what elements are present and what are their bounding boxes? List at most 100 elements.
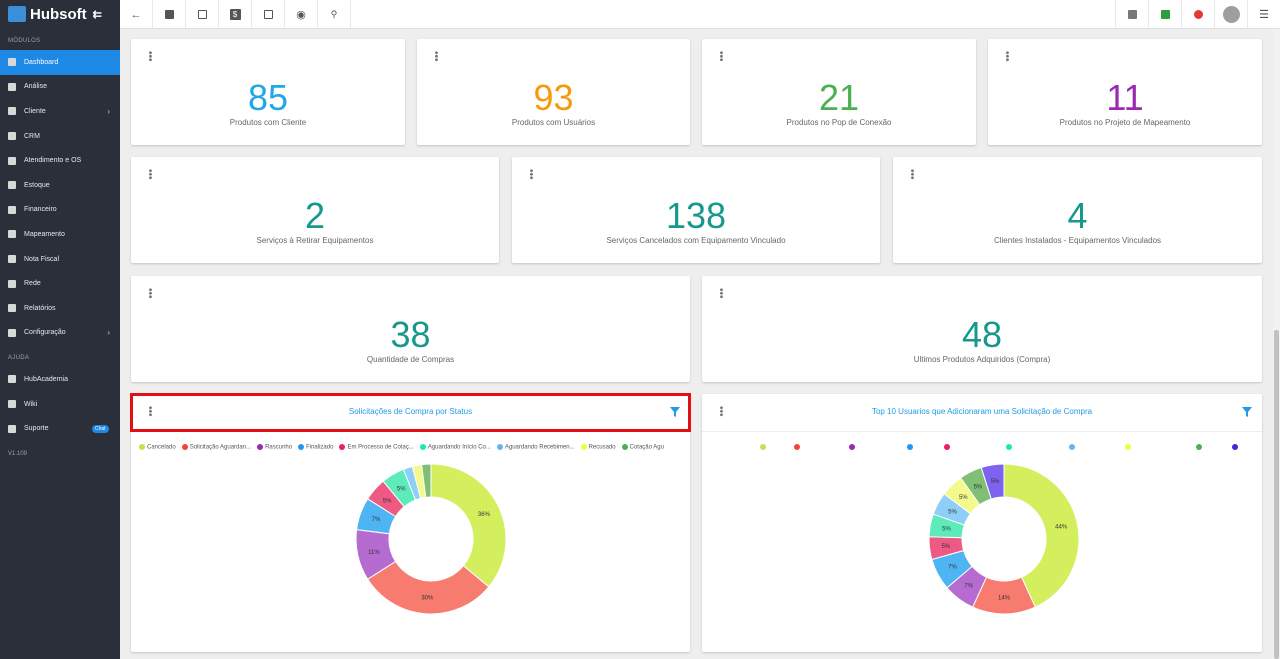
legend-label: Cancelado bbox=[147, 444, 176, 451]
donut-slice[interactable] bbox=[421, 463, 432, 498]
legend-item[interactable]: Em Processo de Cotaç... bbox=[339, 444, 414, 451]
sidebar-help-item[interactable]: Wiki bbox=[0, 392, 120, 417]
legend-dot[interactable] bbox=[794, 444, 800, 450]
legend-item[interactable]: Recusado bbox=[580, 444, 616, 451]
legend-label: Rascunho bbox=[265, 444, 293, 451]
legend-dot[interactable] bbox=[944, 444, 950, 450]
alarm-icon[interactable] bbox=[1181, 0, 1214, 29]
back-arrow-icon[interactable]: ← bbox=[120, 0, 153, 29]
card-menu-icon[interactable]: ••• bbox=[430, 51, 441, 62]
sidebar-help-item[interactable]: HubAcademia bbox=[0, 367, 120, 392]
sidebar-item-label: Rede bbox=[24, 280, 41, 288]
pdf-icon[interactable] bbox=[1115, 0, 1148, 29]
legend-item[interactable]: Cotação Agu bbox=[621, 444, 664, 451]
card-menu-icon[interactable]: ••• bbox=[715, 288, 726, 299]
slice-label: 5% bbox=[948, 509, 957, 515]
legend-item[interactable]: Solicitação Aguardan... bbox=[181, 444, 251, 451]
legend-dot[interactable] bbox=[760, 444, 766, 450]
donut-slice[interactable] bbox=[366, 560, 490, 615]
legend-dot bbox=[419, 444, 426, 450]
legend-item[interactable]: Aguardando Recebimen... bbox=[496, 444, 575, 451]
legend-label: Recusado bbox=[588, 444, 616, 451]
sidebar-item[interactable]: Configuração › bbox=[0, 321, 120, 346]
section-label-modules: MÓDULOS bbox=[8, 38, 41, 44]
legend-dot[interactable] bbox=[1069, 444, 1075, 450]
legend-dot[interactable] bbox=[907, 444, 913, 450]
legend-dot bbox=[339, 444, 346, 450]
terminal-icon[interactable] bbox=[252, 0, 285, 29]
sidebar-item-label: Dashboard bbox=[24, 58, 59, 66]
sidebar-item[interactable]: Nota Fiscal bbox=[0, 247, 120, 272]
sidebar-item[interactable]: CRM bbox=[0, 124, 120, 149]
card-menu-icon[interactable]: ••• bbox=[144, 169, 155, 180]
filter-icon[interactable] bbox=[670, 407, 680, 417]
menu-icon bbox=[8, 107, 16, 116]
donut-slice[interactable] bbox=[1003, 463, 1080, 608]
donut-slice[interactable] bbox=[430, 463, 507, 588]
legend-dot[interactable] bbox=[1232, 444, 1238, 450]
legend-dot[interactable] bbox=[1125, 444, 1131, 450]
sidebar-item[interactable]: Dashboard bbox=[0, 50, 120, 75]
card-menu-icon[interactable]: ••• bbox=[525, 169, 536, 180]
slice-label: 5% bbox=[991, 479, 1000, 485]
menu-icon bbox=[8, 400, 16, 409]
eye-icon[interactable]: ◉ bbox=[285, 0, 318, 29]
donut-slice[interactable] bbox=[980, 463, 1005, 500]
legend-dot[interactable] bbox=[1006, 444, 1012, 450]
card-menu-icon[interactable]: ••• bbox=[144, 406, 155, 417]
menu-icon bbox=[8, 181, 16, 190]
chart-legend: Cancelado Solicitação Aguardan... Rascunho… bbox=[139, 444, 682, 451]
legend-label: Finalizado bbox=[306, 444, 334, 451]
legend-item[interactable]: Finalizado bbox=[298, 444, 333, 451]
stat-card-clientes-instalados: ••• 4 Clientes Instalados - Equipamentos… bbox=[893, 157, 1262, 263]
sidebar-item[interactable]: Análise bbox=[0, 75, 120, 100]
stat-card-quantidade-compras: ••• 38 Quantidade de Compras bbox=[131, 276, 690, 382]
legend-item[interactable]: Aguardando Início Co... bbox=[419, 444, 491, 451]
stat-value: 21 bbox=[818, 77, 860, 118]
sidebar-item[interactable]: Financeiro bbox=[0, 198, 120, 223]
search-icon[interactable]: ⚲ bbox=[318, 0, 351, 29]
slice-label: 5% bbox=[942, 526, 951, 532]
panel-header: ••• Top 10 Usuarios que Adicionaram uma … bbox=[702, 394, 1262, 432]
card-menu-icon[interactable]: ••• bbox=[144, 51, 155, 62]
check-chat-icon[interactable] bbox=[1148, 0, 1181, 29]
card-menu-icon[interactable]: ••• bbox=[715, 406, 726, 417]
legend-dot bbox=[298, 444, 305, 450]
card-menu-icon[interactable]: ••• bbox=[1001, 51, 1012, 62]
card-menu-icon[interactable]: ••• bbox=[715, 51, 726, 62]
card-menu-icon[interactable]: ••• bbox=[144, 288, 155, 299]
panel-header: ••• Solicitações de Compra por Status bbox=[131, 394, 690, 432]
sidebar-item[interactable]: Estoque bbox=[0, 173, 120, 198]
card-menu-icon[interactable]: ••• bbox=[906, 169, 917, 180]
stat-label: Produtos no Projeto de Mapeamento bbox=[1059, 118, 1191, 127]
sidebar-item[interactable]: Mapeamento bbox=[0, 222, 120, 247]
list-menu-icon[interactable]: ☰ bbox=[1247, 0, 1280, 29]
dollar-icon[interactable]: $ bbox=[219, 0, 252, 29]
contact-card-icon[interactable] bbox=[153, 0, 186, 29]
slice-label: 30% bbox=[421, 595, 434, 601]
user-avatar[interactable] bbox=[1214, 0, 1247, 29]
sidebar-item-label: Mapeamento bbox=[24, 230, 65, 238]
legend-item[interactable]: Rascunho bbox=[257, 444, 292, 451]
filter-icon[interactable] bbox=[1242, 407, 1252, 417]
stat-card-servicos-retirar: ••• 2 Serviços à Retirar Equipamentos bbox=[131, 157, 499, 263]
sidebar-help-item[interactable]: Suporte Chat bbox=[0, 416, 120, 441]
calendar-icon[interactable] bbox=[186, 0, 219, 29]
sidebar-item[interactable]: Atendimento e OS bbox=[0, 148, 120, 173]
stat-value: 11 bbox=[1106, 77, 1144, 118]
chat-badge: Chat bbox=[92, 424, 109, 433]
donut-chart-status: 36% 30% 11% 7% 5% 5% bbox=[355, 463, 507, 615]
legend-dot[interactable] bbox=[1196, 444, 1202, 450]
sidebar-item[interactable]: Cliente › bbox=[0, 99, 120, 124]
scrollbar-thumb[interactable] bbox=[1274, 330, 1279, 659]
sidebar-item[interactable]: Relatórios bbox=[0, 296, 120, 321]
legend-dot[interactable] bbox=[849, 444, 855, 450]
sidebar-item-label: Wiki bbox=[24, 400, 38, 408]
sidebar-item-label: Análise bbox=[24, 83, 47, 91]
legend-item[interactable]: Cancelado bbox=[139, 444, 176, 451]
slice-label: 5% bbox=[397, 487, 406, 493]
sidebar-item[interactable]: Rede bbox=[0, 271, 120, 296]
collapse-menu-icon[interactable]: ⇇ bbox=[92, 8, 102, 21]
chevron-right-icon: › bbox=[107, 106, 110, 116]
app-logo[interactable]: Hubsoft ⇇ bbox=[0, 0, 120, 28]
